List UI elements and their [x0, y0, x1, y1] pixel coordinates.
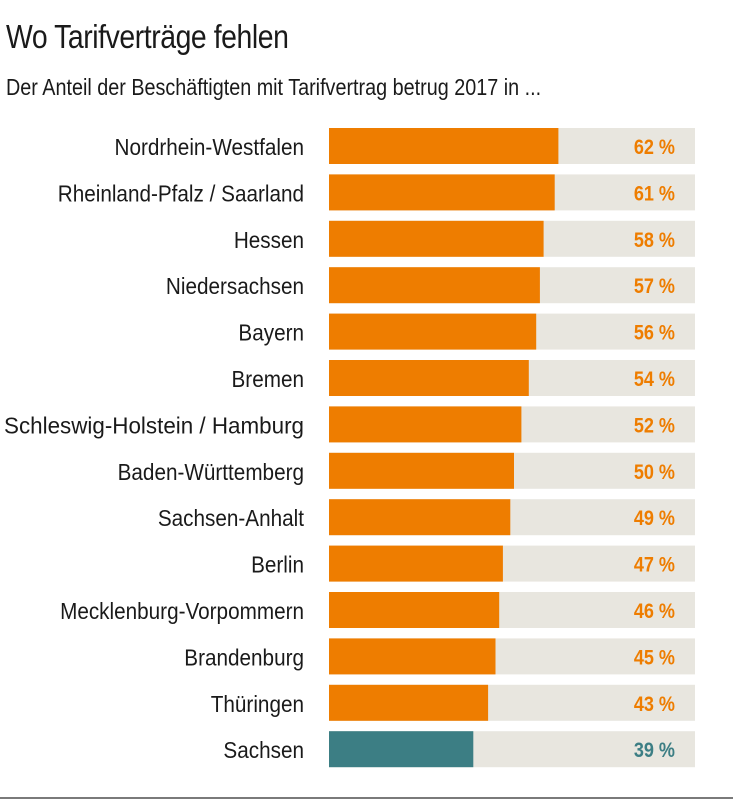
category-label: Schleswig-Holstein / Hamburg [4, 412, 304, 438]
value-label: 43 % [634, 693, 675, 716]
category-label: Rheinland-Pfalz / Saarland [58, 180, 304, 206]
category-label: Sachsen [223, 737, 304, 763]
bottom-divider [0, 797, 733, 799]
value-label: 56 % [634, 322, 675, 345]
chart-title: Wo Tarifverträge fehlen [6, 18, 289, 55]
category-label: Sachsen-Anhalt [158, 505, 305, 531]
value-label: 61 % [634, 182, 675, 205]
value-label: 50 % [634, 461, 675, 484]
bar [329, 220, 544, 257]
value-label: 54 % [634, 368, 675, 391]
value-label: 47 % [634, 554, 675, 577]
chart-subtitle: Der Anteil der Beschäftigten mit Tarifve… [6, 74, 542, 100]
value-label: 45 % [634, 646, 675, 669]
category-label: Mecklenburg-Vorpommern [60, 598, 304, 624]
bar [329, 545, 503, 582]
category-label: Bremen [232, 366, 304, 392]
bar [329, 313, 537, 350]
value-label: 46 % [634, 600, 675, 623]
category-label: Hessen [234, 227, 304, 253]
bar [329, 638, 496, 675]
value-label: 57 % [634, 275, 675, 298]
value-label: 62 % [634, 136, 675, 159]
value-label: 39 % [634, 739, 675, 762]
bar [329, 452, 514, 489]
bar [329, 499, 511, 536]
category-label: Brandenburg [184, 644, 304, 670]
bar [329, 406, 522, 443]
bar [329, 174, 555, 211]
category-label: Baden-Württemberg [118, 459, 304, 485]
category-label: Niedersachsen [166, 273, 304, 299]
category-label: Nordrhein-Westfalen [115, 134, 304, 160]
bar [329, 128, 559, 164]
bar [329, 360, 529, 396]
bar [329, 684, 489, 721]
category-label: Berlin [251, 552, 304, 578]
bar [329, 267, 540, 304]
bar [329, 731, 474, 768]
category-label: Bayern [238, 320, 304, 346]
value-label: 58 % [634, 229, 675, 252]
category-label: Thüringen [211, 691, 304, 717]
value-label: 52 % [634, 414, 675, 437]
value-label: 49 % [634, 507, 675, 530]
bar [329, 592, 500, 628]
